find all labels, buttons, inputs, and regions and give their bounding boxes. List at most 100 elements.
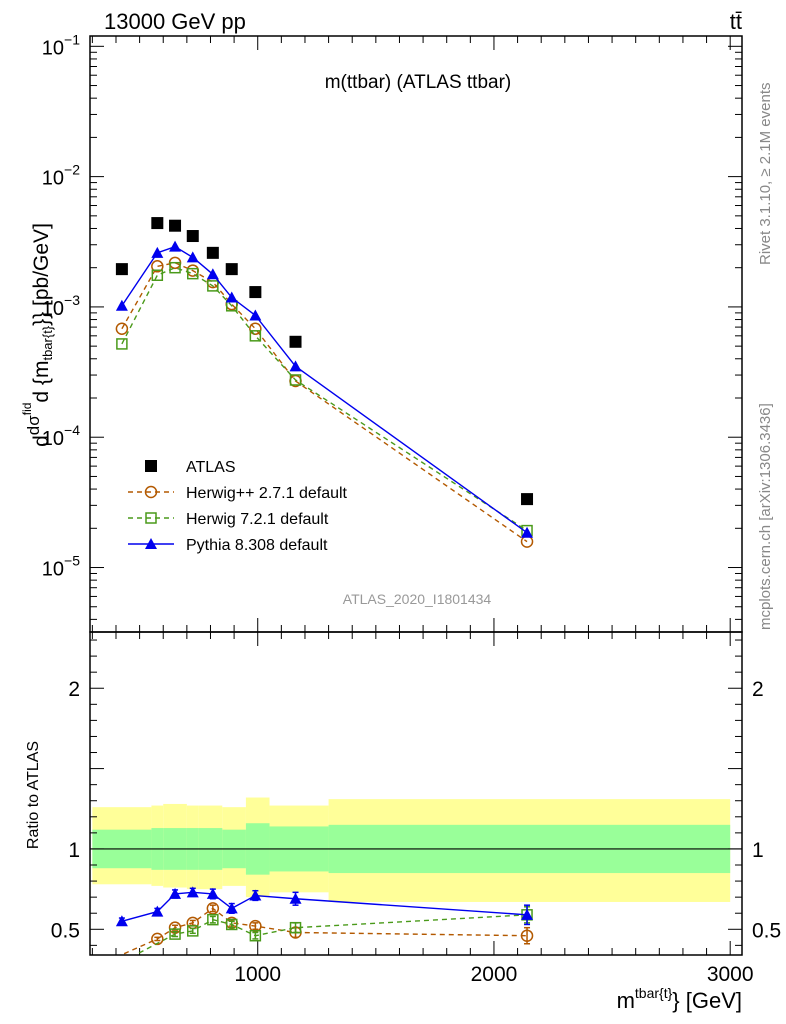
marker-open-square	[289, 374, 302, 386]
legend-label: Herwig 7.2.1 default	[186, 511, 329, 528]
ratio-axis-ticks	[90, 632, 742, 955]
svg-text:ddσfidd {mtbar{t}}} [pb/GeV]: ddσfidd {mtbar{t}}} [pb/GeV]	[20, 223, 55, 447]
ylabel-fid: fid	[20, 403, 34, 416]
series-line	[121, 266, 528, 532]
marker-open-square	[145, 512, 157, 524]
legend-item: Herwig 7.2.1 default	[128, 511, 329, 528]
main-y-axis-title: ddσfidd {mtbar{t}}} [pb/GeV]	[20, 223, 55, 447]
series-atlas	[115, 217, 534, 506]
mcplots-label: mcplots.cern.ch [arXiv:1306.3436]	[757, 403, 774, 630]
marker-triangle	[115, 299, 128, 311]
marker-circle	[249, 322, 262, 335]
ylabel-dsigma: dσ	[24, 415, 43, 435]
marker-triangle	[169, 887, 182, 899]
ratio-y-tick-label-left: 2	[68, 678, 80, 701]
y-tick-label: 10−4	[42, 422, 80, 450]
ratio-uncertainty-bands	[90, 797, 742, 902]
marker-triangle	[151, 905, 164, 917]
marker-open-square	[207, 280, 219, 292]
ylabel-dm: d {m	[30, 361, 53, 403]
x-tick-label: 3000	[707, 963, 754, 986]
main-axis-ticks	[90, 36, 742, 632]
marker-open-square	[225, 918, 238, 931]
marker-open-square	[249, 330, 262, 342]
marker-square	[249, 286, 262, 299]
marker-triangle	[225, 291, 238, 303]
marker-square	[225, 263, 238, 276]
ratio-plot-panel: 0.5 0.5 1 1 2 2 1000 2000 3000 Ratio to ATLAS m…	[25, 631, 781, 1013]
ylabel-d: d	[30, 435, 53, 447]
marker-square	[169, 219, 182, 232]
marker-triangle	[186, 251, 199, 263]
xlabel-sup: tbar{t}	[635, 985, 673, 1001]
marker-triangle	[225, 902, 238, 914]
marker-circle	[151, 932, 164, 946]
main-title: m(ttbar) (ATLAS ttbar)	[325, 72, 512, 93]
legend-item: Pythia 8.308 default	[128, 537, 328, 554]
y-tick-label: 10−1	[42, 31, 80, 59]
ratio-x-tick-labels: 1000 2000 3000	[234, 963, 753, 986]
marker-open-square	[118, 956, 128, 966]
ratio-plot-frame	[89, 631, 743, 956]
y-tick-label-base: 10	[42, 37, 64, 59]
x-tick-label: 1000	[234, 963, 281, 986]
legend-item: ATLAS	[145, 459, 236, 476]
marker-triangle	[521, 908, 534, 920]
marker-circle	[94, 959, 105, 970]
y-tick-label-base: 10	[42, 298, 64, 320]
ylabel-unit: }} [pb/GeV]	[30, 223, 53, 326]
y-tick-label-exp: −3	[64, 292, 80, 308]
ratio-series-line	[119, 907, 528, 955]
marker-circle	[144, 485, 158, 499]
x-axis-title: mtbar{t}} [GeV]	[617, 985, 742, 1013]
legend: ATLAS Herwig++ 2.7.1 default Herwig 7.2.1 …	[128, 459, 348, 554]
marker-circle	[151, 260, 164, 273]
rivet-version-label: Rivet 3.1.10, ≥ 2.1M events	[757, 83, 774, 266]
marker-triangle	[169, 240, 182, 252]
marker-open-square	[151, 269, 164, 282]
marker-open-square	[207, 913, 219, 926]
ratio-y-tick-labels: 0.5 0.5 1 1 2 2	[51, 678, 781, 942]
process-label: tt̄	[730, 9, 742, 34]
marker-triangle	[289, 892, 302, 904]
marker-square	[521, 493, 534, 506]
marker-triangle	[151, 246, 164, 258]
marker-open-square	[116, 338, 128, 350]
y-tick-label-base: 10	[42, 168, 64, 190]
y-tick-label-exp: −5	[64, 553, 80, 569]
series-herwig-2-7-1-default	[115, 256, 534, 548]
energy-label: 13000 GeV pp	[104, 9, 246, 34]
ratio-series-pythia-8-308-default	[115, 886, 534, 927]
marker-circle	[115, 322, 129, 335]
x-tick-label: 2000	[471, 963, 518, 986]
marker-triangle	[289, 360, 302, 372]
marker-triangle	[249, 309, 262, 321]
marker-circle	[520, 929, 534, 942]
y-tick-label: 10−3	[42, 292, 80, 320]
ylabel-sub: tbar{t}	[40, 325, 55, 360]
xlabel-base: m	[617, 988, 635, 1013]
marker-triangle	[186, 886, 199, 898]
ratio-y-axis-title: Ratio to ATLAS	[25, 741, 42, 849]
series-herwig-7-2-1-default	[116, 261, 533, 537]
ratio-series-line	[133, 914, 528, 955]
marker-square	[186, 230, 199, 243]
ratio-series-herwig-7-2-1-default	[118, 906, 533, 966]
marker-square	[289, 335, 302, 348]
marker-open-square	[169, 261, 181, 274]
y-tick-label-base: 10	[42, 428, 64, 450]
legend-label: Pythia 8.308 default	[186, 537, 328, 554]
marker-triangle	[521, 526, 534, 538]
marker-open-square	[249, 929, 262, 942]
legend-item: Herwig++ 2.7.1 default	[128, 485, 348, 502]
marker-open-square	[169, 928, 181, 940]
marker-square	[206, 246, 219, 259]
marker-square	[145, 460, 157, 472]
legend-label: ATLAS	[186, 459, 236, 476]
y-tick-label-exp: −1	[64, 31, 80, 47]
marker-open-square	[187, 925, 199, 937]
ratio-y-tick-label-left: 0.5	[51, 919, 80, 942]
marker-triangle	[206, 887, 219, 899]
series-pythia-8-308-default	[115, 240, 534, 538]
